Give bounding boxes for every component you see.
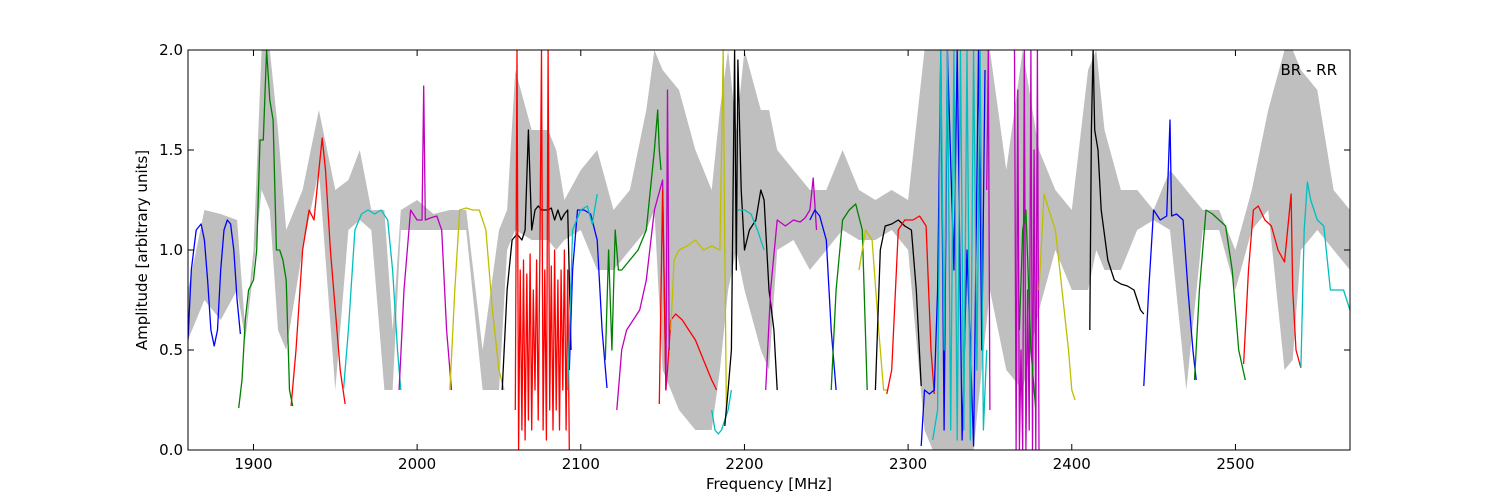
x-tick-label: 2400	[1053, 455, 1091, 473]
x-tick-label: 2000	[398, 455, 436, 473]
series-line-magenta-18	[765, 177, 818, 391]
y-axis-label: Amplitude [arbitrary units]	[133, 150, 151, 350]
x-axis-label: Frequency [MHz]	[706, 475, 832, 493]
series-line-black-22	[874, 219, 922, 391]
series-line-black-16	[724, 50, 778, 427]
x-tick-label: 2300	[889, 455, 927, 473]
series-line-cyan-15	[711, 389, 733, 435]
series-line-cyan-9	[567, 193, 598, 391]
envelope-band	[188, 50, 1350, 450]
y-tick-label: 0.5	[159, 341, 183, 359]
ticks-layer: 1900 2000 2100 2200 2300 2400 2500 0.0 0.5 1.0 1.5…	[159, 41, 1350, 473]
series-line-magenta-11	[616, 179, 667, 411]
series-line-magenta-13	[665, 89, 670, 391]
series-line-red-7	[514, 50, 570, 450]
series-line-blue-0	[188, 219, 242, 347]
series-line-black-30	[1089, 50, 1145, 331]
y-tick-label: 0.0	[159, 441, 183, 459]
series-line-green-1	[238, 50, 294, 409]
series-line-green-28	[1018, 209, 1037, 411]
y-tick-label: 1.5	[159, 141, 183, 159]
series-line-yellow-5	[449, 207, 505, 391]
series-line-green-10	[604, 109, 662, 361]
series-line-red-23	[886, 215, 935, 395]
series-line-cyan-17	[737, 209, 765, 251]
series-line-blue-31	[1143, 119, 1197, 387]
plot-layer	[188, 50, 1350, 450]
x-tick-label: 2200	[725, 455, 763, 473]
series-line-blue-8	[568, 209, 608, 389]
series-line-red-2	[290, 137, 346, 407]
series-line-red-12	[658, 189, 718, 405]
series-line-cyan-34	[1300, 181, 1350, 369]
y-tick-label: 1.0	[159, 241, 183, 259]
series-line-green-32	[1193, 209, 1246, 381]
series-line-cyan-25	[932, 50, 988, 441]
series-line-magenta-26	[986, 50, 991, 411]
series-line-yellow-21	[858, 229, 889, 391]
series-line-blue-19	[809, 209, 837, 391]
series-line-green-20	[830, 203, 868, 391]
x-tick-label: 2100	[562, 455, 600, 473]
series-line-yellow-14	[670, 50, 728, 411]
series-line-magenta-4	[398, 85, 453, 391]
series-line-red-33	[1242, 193, 1302, 369]
series-line-cyan-3	[342, 209, 402, 391]
chart-annotation: BR - RR	[1280, 61, 1337, 79]
series-line-magenta-27	[1013, 50, 1040, 450]
x-tick-label: 2500	[1216, 455, 1254, 473]
y-tick-label: 2.0	[159, 41, 183, 59]
series-line-yellow-29	[1038, 193, 1076, 401]
x-tick-label: 1900	[234, 455, 272, 473]
